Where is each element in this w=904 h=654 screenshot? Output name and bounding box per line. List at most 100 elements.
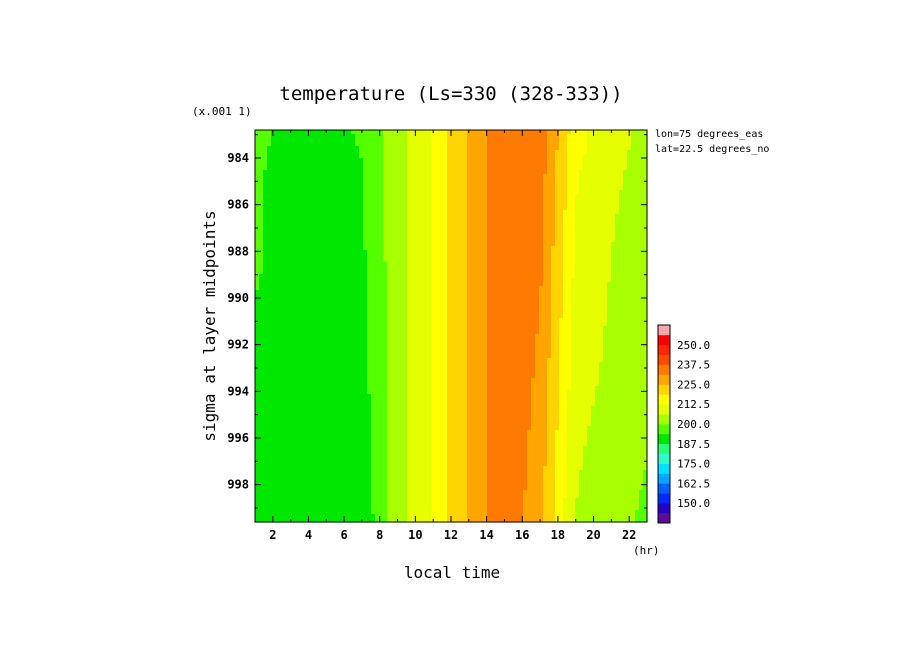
contour-cell — [351, 226, 356, 231]
contour-cell — [363, 154, 368, 159]
contour-cell — [419, 254, 424, 259]
contour-cell — [639, 290, 644, 295]
contour-cell — [379, 294, 384, 299]
contour-cell — [615, 138, 620, 143]
contour-cell — [623, 170, 628, 175]
contour-cell — [287, 326, 292, 331]
contour-cell — [307, 226, 312, 231]
contour-cell — [327, 226, 332, 231]
contour-cell — [591, 222, 596, 227]
contour-cell — [447, 242, 452, 247]
contour-cell — [539, 330, 544, 335]
contour-cell — [275, 162, 280, 167]
contour-cell — [443, 306, 448, 311]
contour-cell — [455, 238, 460, 243]
contour-cell — [539, 214, 544, 219]
contour-cell — [363, 262, 368, 267]
contour-cell — [603, 250, 608, 255]
contour-cell — [479, 278, 484, 283]
contour-cell — [603, 190, 608, 195]
contour-cell — [643, 290, 648, 295]
contour-cell — [519, 286, 524, 291]
contour-cell — [631, 310, 636, 315]
contour-cell — [339, 154, 344, 159]
contour-cell — [399, 210, 404, 215]
contour-cell — [619, 178, 624, 183]
contour-cell — [515, 266, 520, 271]
contour-cell — [455, 174, 460, 179]
contour-cell — [591, 278, 596, 283]
contour-cell — [507, 202, 512, 207]
contour-cell — [299, 130, 304, 135]
contour-cell — [487, 150, 492, 155]
contour-cell — [447, 158, 452, 163]
contour-cell — [443, 138, 448, 143]
contour-cell — [259, 294, 264, 299]
contour-cell — [531, 190, 536, 195]
contour-cell — [515, 138, 520, 143]
contour-cell — [531, 234, 536, 239]
contour-cell — [427, 222, 432, 227]
contour-cell — [451, 234, 456, 239]
contour-cell — [627, 254, 632, 259]
contour-cell — [583, 154, 588, 159]
contour-cell — [367, 326, 372, 331]
contour-cell — [551, 322, 556, 327]
contour-cell — [291, 266, 296, 271]
contour-cell — [607, 178, 612, 183]
contour-cell — [319, 262, 324, 267]
contour-cell — [635, 190, 640, 195]
contour-cell — [443, 150, 448, 155]
contour-cell — [551, 182, 556, 187]
contour-cell — [455, 154, 460, 159]
contour-cell — [391, 134, 396, 139]
contour-cell — [635, 222, 640, 227]
contour-cell — [371, 294, 376, 299]
contour-cell — [379, 322, 384, 327]
contour-cell — [371, 306, 376, 311]
contour-cell — [395, 186, 400, 191]
contour-cell — [323, 322, 328, 327]
contour-cell — [455, 226, 460, 231]
contour-cell — [551, 214, 556, 219]
contour-cell — [559, 322, 564, 327]
contour-cell — [515, 190, 520, 195]
contour-cell — [615, 318, 620, 323]
contour-cell — [531, 218, 536, 223]
contour-cell — [459, 138, 464, 143]
contour-cell — [443, 230, 448, 235]
contour-cell — [371, 186, 376, 191]
contour-cell — [271, 214, 276, 219]
contour-cell — [375, 238, 380, 243]
contour-cell — [603, 302, 608, 307]
contour-cell — [379, 250, 384, 255]
contour-cell — [427, 314, 432, 319]
contour-cell — [347, 258, 352, 263]
contour-cell — [359, 226, 364, 231]
contour-cell — [487, 274, 492, 279]
contour-cell — [579, 162, 584, 167]
contour-cell — [463, 282, 468, 287]
contour-cell — [267, 218, 272, 223]
contour-cell — [331, 298, 336, 303]
contour-cell — [407, 226, 412, 231]
contour-cell — [367, 278, 372, 283]
contour-cell — [263, 262, 268, 267]
contour-cell — [507, 162, 512, 167]
contour-cell — [515, 202, 520, 207]
contour-cell — [591, 238, 596, 243]
contour-cell — [275, 330, 280, 335]
contour-cell — [407, 234, 412, 239]
contour-cell — [471, 234, 476, 239]
contour-cell — [439, 282, 444, 287]
contour-cell — [639, 286, 644, 291]
contour-cell — [587, 218, 592, 223]
contour-cell — [627, 270, 632, 275]
contour-cell — [263, 326, 268, 331]
contour-cell — [591, 326, 596, 331]
contour-cell — [575, 170, 580, 175]
contour-cell — [531, 246, 536, 251]
contour-cell — [295, 150, 300, 155]
contour-cell — [267, 162, 272, 167]
contour-cell — [403, 190, 408, 195]
